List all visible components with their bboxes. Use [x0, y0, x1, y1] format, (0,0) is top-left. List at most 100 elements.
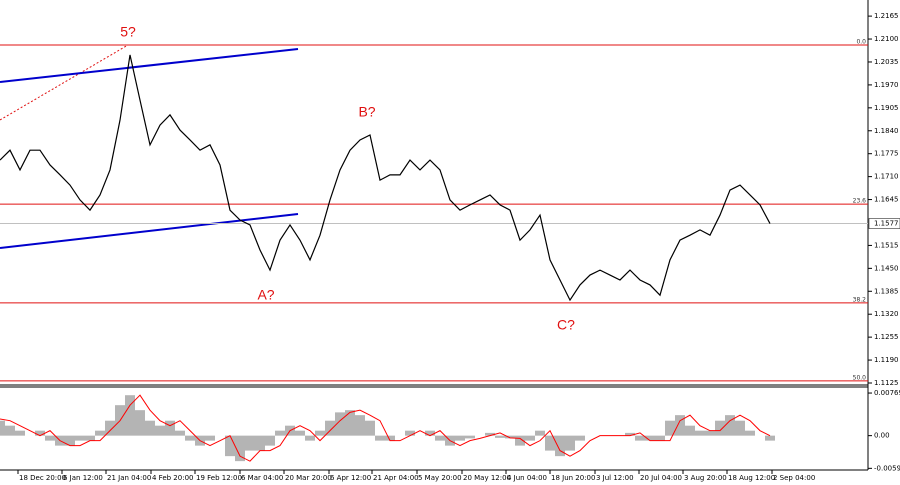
fib-level-label: 50.0	[853, 374, 867, 381]
x-tick-label: 5 May 20:00	[418, 474, 462, 482]
histogram-bar	[695, 430, 705, 436]
histogram-bar	[565, 435, 575, 451]
y-tick-label: 1.1190	[874, 356, 899, 364]
histogram-bar	[505, 435, 515, 439]
histogram-bar	[335, 412, 345, 436]
y-tick-label: 1.1125	[874, 379, 899, 387]
histogram-bar	[765, 435, 775, 441]
y-tick-label: 1.2035	[874, 58, 899, 66]
histogram-bar	[175, 430, 185, 436]
x-tick-label: 2 Sep 04:00	[773, 474, 815, 482]
wave-label: C?	[557, 317, 575, 333]
x-tick-label: 20 Jul 04:00	[640, 474, 682, 482]
signal-line	[0, 394, 771, 462]
histogram-bar	[145, 420, 155, 436]
x-tick-label: 21 Apr 04:00	[373, 474, 419, 482]
histogram-bar	[155, 425, 165, 436]
histogram-bar	[85, 435, 95, 441]
histogram-bar	[685, 425, 695, 436]
histogram-bar	[625, 432, 635, 436]
fib-anchor-line	[0, 44, 129, 121]
histogram-bar	[525, 435, 535, 441]
histogram-bar	[515, 435, 525, 446]
histogram-bar	[255, 435, 265, 451]
histogram-bar	[385, 435, 395, 441]
histogram-bar	[465, 435, 475, 439]
histogram-bar	[345, 410, 355, 436]
y-tick-label: 0.00769	[874, 389, 900, 397]
histogram-bar	[305, 435, 315, 441]
histogram-bar	[655, 435, 665, 441]
channel-line	[0, 48, 299, 83]
histogram-bar	[265, 435, 275, 446]
histogram-bar	[435, 435, 445, 441]
y-tick-label: 1.1515	[874, 241, 899, 249]
x-tick-label: 3 Jul 12:00	[596, 474, 634, 482]
y-tick-label: 1.1905	[874, 104, 899, 112]
histogram-bar	[405, 430, 415, 436]
channel-line	[0, 213, 299, 249]
histogram-bar	[665, 420, 675, 436]
y-tick-label: 1.1840	[874, 127, 899, 135]
histogram-bar	[315, 430, 325, 436]
x-tick-label: 20 Mar 20:00	[285, 474, 332, 482]
current-price-label: 1.1577	[874, 220, 899, 228]
histogram-bar	[535, 430, 545, 436]
fib-level-label: 0.0	[856, 39, 866, 46]
y-tick-label: 1.1255	[874, 333, 899, 341]
y-tick-label: 1.2165	[874, 12, 899, 20]
y-tick-label: 1.1970	[874, 81, 899, 89]
histogram-bar	[35, 430, 45, 436]
histogram-bar	[675, 415, 685, 436]
x-tick-label: 20 May 12:00	[463, 474, 511, 482]
x-tick-label: 18 Jun 20:00	[551, 474, 595, 482]
fib-level-label: 38.2	[853, 296, 867, 303]
x-tick-label: 4 Feb 20:00	[152, 474, 193, 482]
histogram-bar	[225, 435, 235, 457]
y-tick-label: 1.2100	[874, 35, 899, 43]
histogram-bar	[455, 435, 465, 441]
histogram-bar	[375, 435, 385, 441]
histogram-bar	[95, 430, 105, 436]
histogram-bar	[495, 435, 505, 438]
histogram-bar	[725, 415, 735, 436]
histogram-bar	[645, 435, 655, 441]
histogram-bar	[365, 420, 375, 436]
histogram-bar	[65, 435, 75, 446]
histogram-bar	[125, 395, 135, 436]
y-tick-label: 1.1710	[874, 173, 899, 181]
histogram-bar	[485, 432, 495, 436]
x-tick-label: 18 Dec 20:00	[19, 474, 66, 482]
histogram-bar	[75, 435, 85, 441]
y-tick-label: -0.0059	[874, 464, 900, 472]
y-tick-label: 0.00	[874, 432, 890, 440]
current-price-box	[868, 218, 900, 229]
histogram-bar	[545, 435, 555, 451]
histogram-bar	[105, 420, 115, 436]
x-tick-label: 6 Apr 12:00	[330, 474, 371, 482]
x-tick-label: 19 Feb 12:00	[196, 474, 242, 482]
x-tick-label: 6 Mar 04:00	[241, 474, 283, 482]
histogram-bar	[555, 435, 565, 457]
x-tick-label: 4 Jun 04:00	[507, 474, 547, 482]
histogram-bar	[235, 435, 245, 462]
histogram-bar	[135, 410, 145, 436]
histogram-bar	[355, 415, 365, 436]
y-tick-label: 1.1320	[874, 310, 899, 318]
histogram-bar	[165, 420, 175, 436]
histogram-bar	[635, 435, 645, 441]
wave-label: 5?	[120, 24, 136, 40]
histogram-bar	[275, 430, 285, 436]
x-tick-label: 18 Aug 12:00	[728, 474, 775, 482]
x-tick-label: 3 Aug 20:00	[684, 474, 727, 482]
histogram-bar	[245, 435, 255, 451]
histogram-bar	[705, 430, 715, 436]
x-tick-label: 6 Jan 12:00	[63, 474, 103, 482]
histogram-bar	[325, 420, 335, 436]
histogram-bar	[15, 430, 25, 436]
histogram-bar	[185, 435, 195, 441]
histogram-bar	[735, 420, 745, 436]
y-tick-label: 1.1775	[874, 150, 899, 158]
